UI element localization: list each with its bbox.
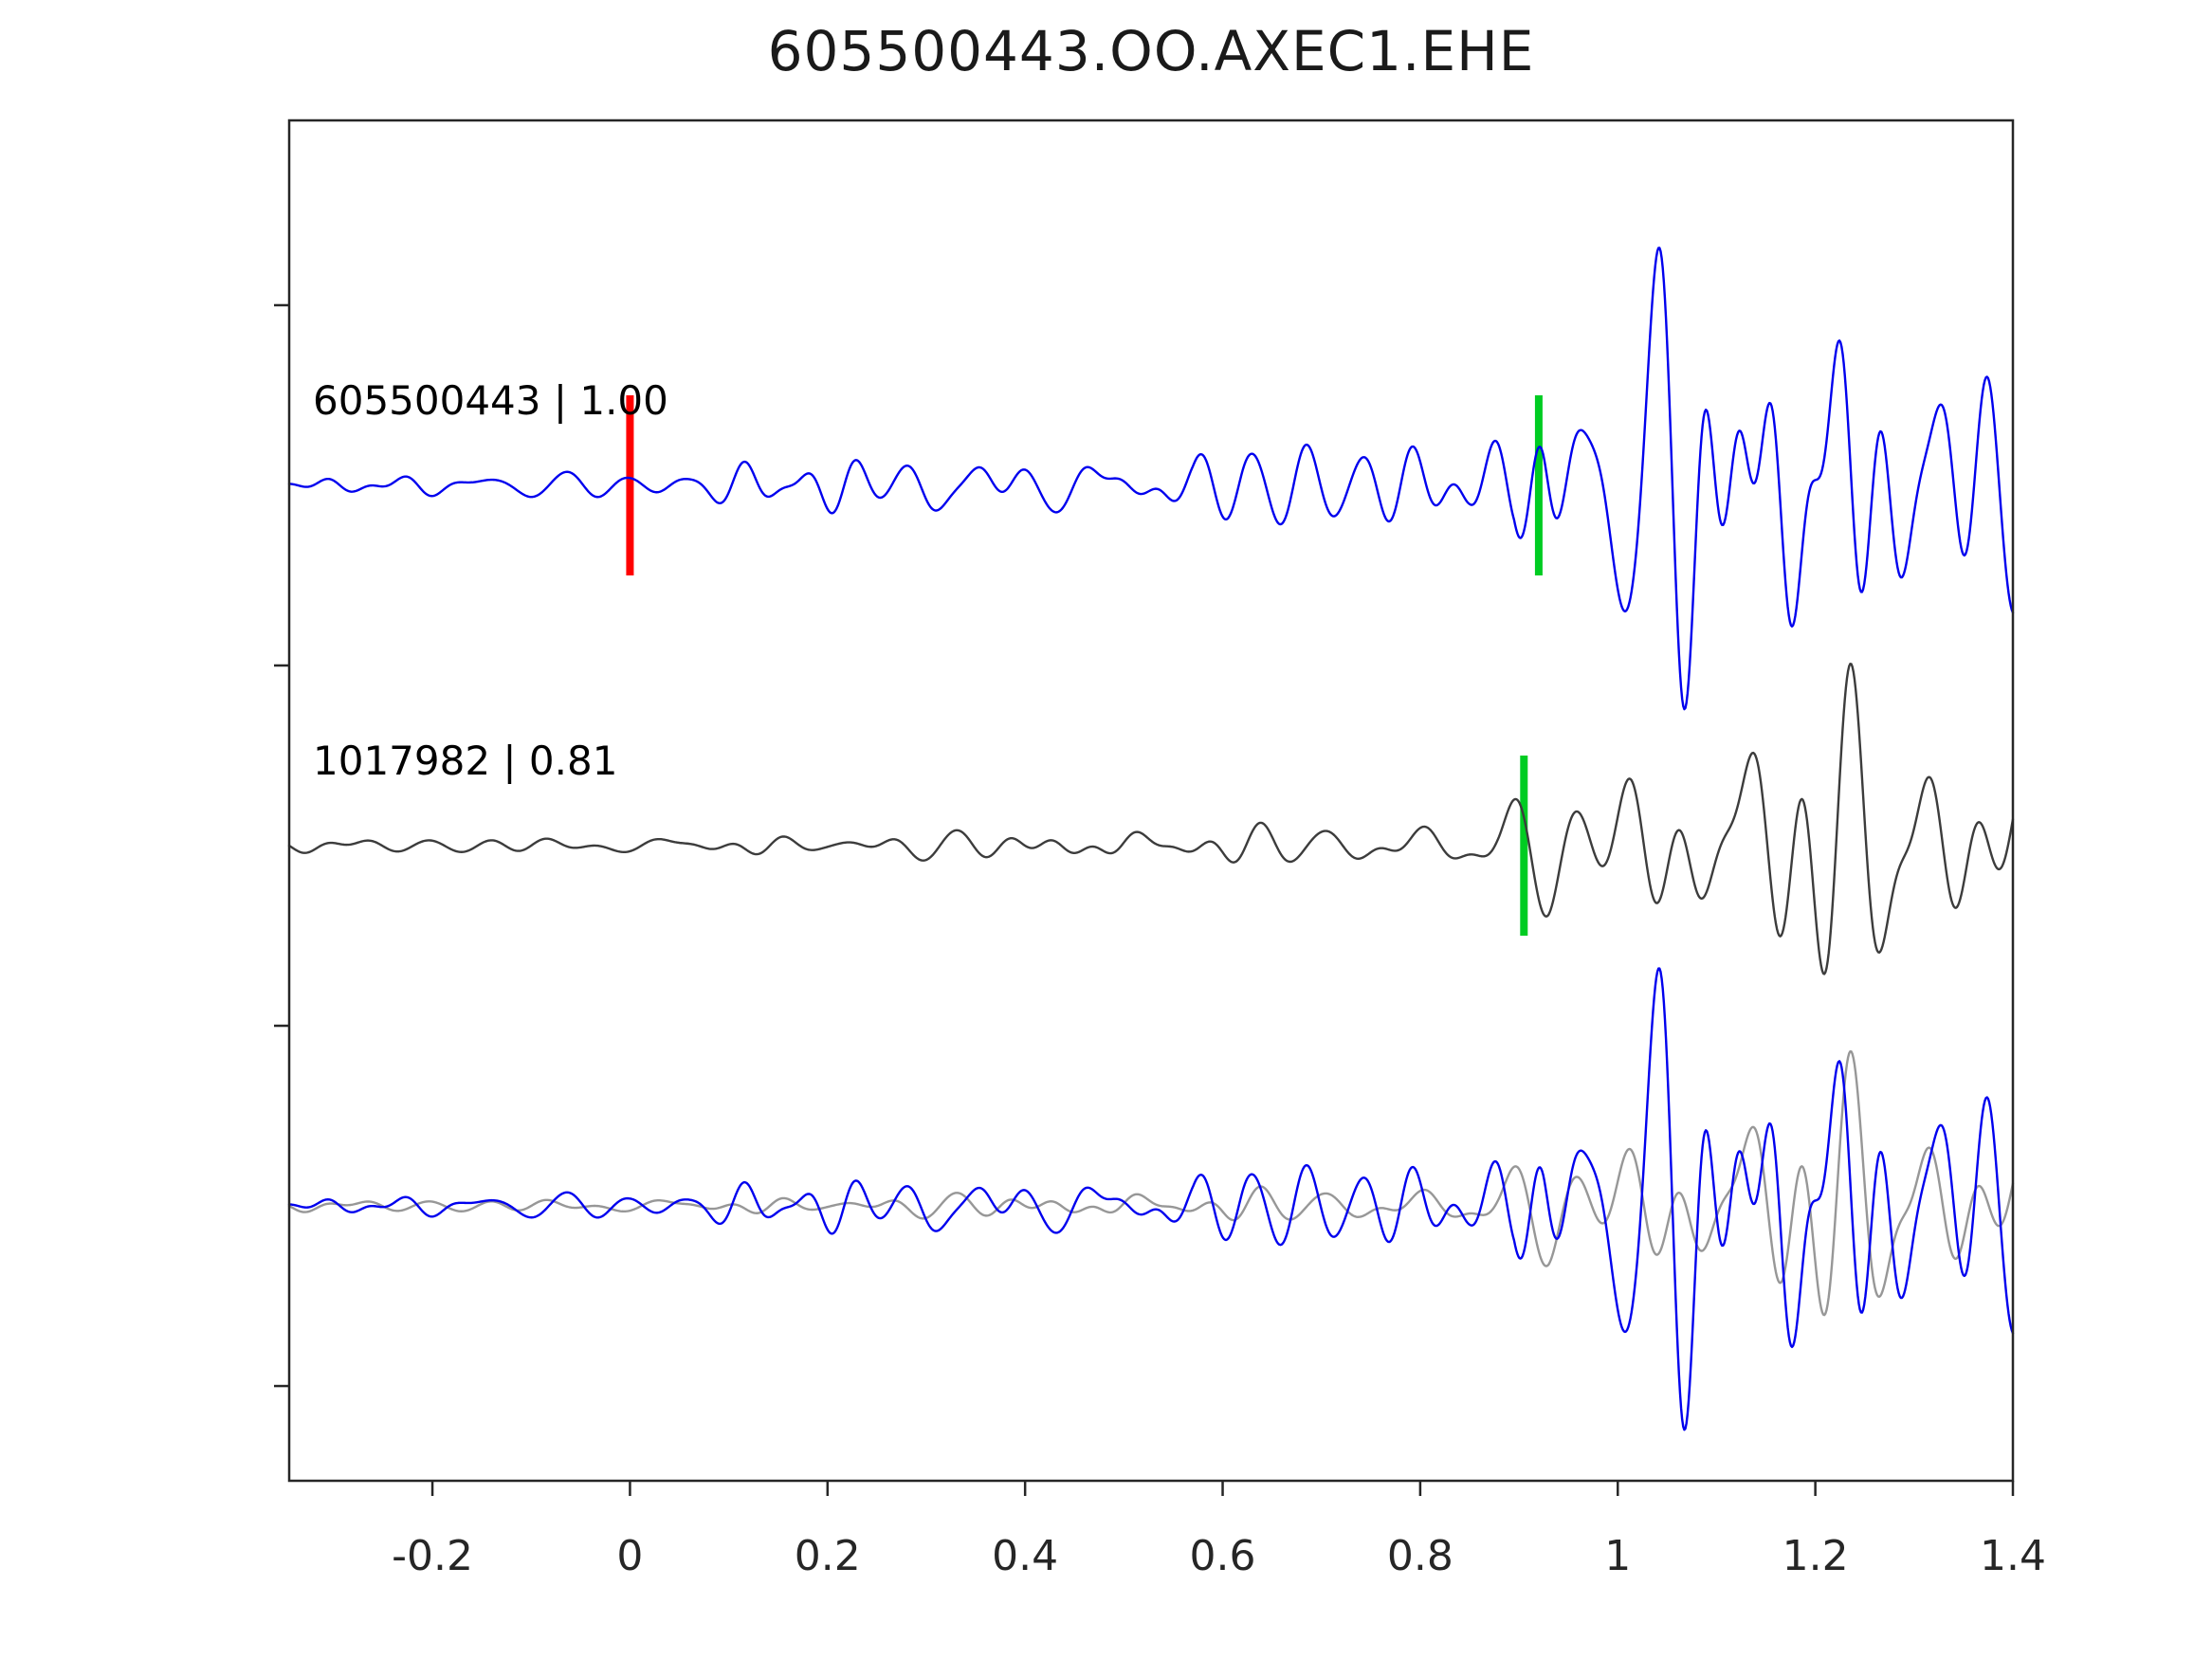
overlay-match-waveform xyxy=(287,1049,2015,1317)
x-tick-label: -0.2 xyxy=(392,1532,473,1580)
template-trace-label: 605500443 | 1.00 xyxy=(313,377,668,424)
match-trace-label: 1017982 | 0.81 xyxy=(313,738,617,784)
chart-title: 605500443.OO.AXEC1.EHE xyxy=(767,19,1535,83)
overlay-template-waveform xyxy=(287,967,2015,1431)
x-tick-label: 0 xyxy=(616,1532,643,1580)
x-tick-label: 1.2 xyxy=(1782,1532,1849,1580)
match-waveform xyxy=(287,663,2015,975)
x-tick-label: 0.4 xyxy=(992,1532,1058,1580)
axes-frame xyxy=(287,118,2015,1483)
x-tick-label: 0.8 xyxy=(1387,1532,1453,1580)
x-tick-label: 0.6 xyxy=(1190,1532,1256,1580)
x-tick-label: 1.4 xyxy=(1980,1532,2046,1580)
x-tick-label: 0.2 xyxy=(795,1532,861,1580)
x-tick-label: 1 xyxy=(1604,1532,1631,1580)
template-waveform xyxy=(287,246,2015,711)
